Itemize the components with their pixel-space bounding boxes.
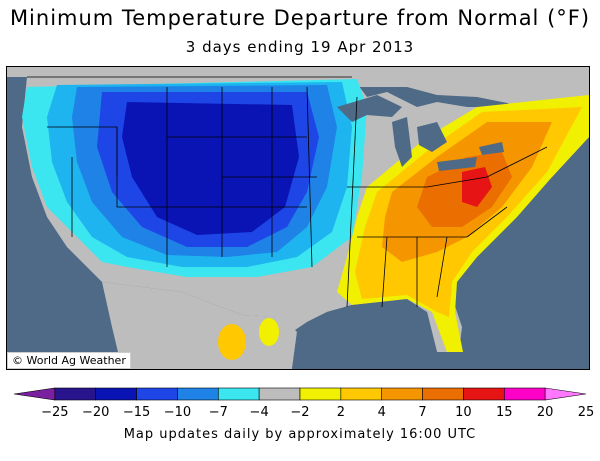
legend-bin xyxy=(13,387,56,401)
legend-bin xyxy=(54,387,97,401)
legend-tick-label: 7 xyxy=(418,405,426,420)
legend-bin xyxy=(217,387,260,401)
legend-bin xyxy=(95,387,137,401)
land-mexico xyxy=(102,282,297,369)
legend-tick-label: −15 xyxy=(123,405,150,420)
legend-bin xyxy=(136,387,178,401)
legend-tick-label: −7 xyxy=(209,405,228,420)
legend-tick-label: 25 xyxy=(578,405,595,420)
legend-tick-label: 4 xyxy=(378,405,386,420)
zone-mexico-warm xyxy=(218,324,246,360)
legend-tick-label: 15 xyxy=(496,405,513,420)
legend-tick-label: 2 xyxy=(337,405,345,420)
update-note: Map updates daily by approximately 16:00… xyxy=(123,427,477,442)
color-legend: −25 −20 −15 −10 −7 −4 −2 2 4 7 10 15 20 25 xyxy=(13,387,595,420)
map-title: Minimum Temperature Departure from Norma… xyxy=(9,6,591,30)
great-lakes xyxy=(337,95,504,171)
legend-bin xyxy=(299,387,342,401)
legend-tick-label: 10 xyxy=(455,405,472,420)
credit-label: © World Ag Weather xyxy=(7,352,131,369)
legend-bin xyxy=(422,387,464,401)
zone-deep-blue xyxy=(122,102,299,235)
legend-tick-label: −10 xyxy=(164,405,191,420)
legend-bin xyxy=(381,387,423,401)
legend-tick-label: −2 xyxy=(290,405,309,420)
zone-mexico-warm-2 xyxy=(259,318,279,346)
state-borders xyxy=(27,76,548,308)
legend-bin xyxy=(258,387,301,401)
temperature-departure-map xyxy=(7,67,589,369)
legend-tick-label: 20 xyxy=(537,405,554,420)
gulf-of-mexico xyxy=(292,299,447,369)
legend-bin xyxy=(544,387,587,401)
legend-tick-label: −4 xyxy=(250,405,269,420)
legend-bin xyxy=(340,387,383,401)
zone-red xyxy=(462,167,492,207)
legend-bin xyxy=(463,387,505,401)
map-subtitle: 3 days ending 19 Apr 2013 xyxy=(185,38,415,56)
legend-tick-label: −25 xyxy=(41,405,68,420)
legend-bin xyxy=(503,387,546,401)
legend-tick-label: −20 xyxy=(82,405,109,420)
legend-bin xyxy=(177,387,219,401)
map-panel xyxy=(6,66,590,370)
